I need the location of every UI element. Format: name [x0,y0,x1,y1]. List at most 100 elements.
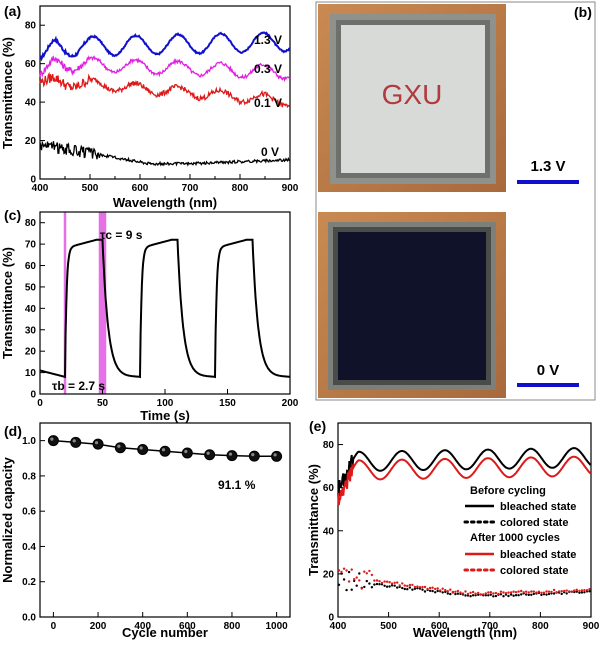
series-point-after-colored [545,590,548,593]
series-point-after-colored [373,579,376,582]
series-point-after-colored [383,580,386,583]
series-point-before-colored [487,594,490,597]
series-point-before-colored [514,594,518,597]
series-point-before-colored [401,586,404,590]
series-point-before-colored [378,583,381,586]
y-tick-label: 0.2 [22,577,36,588]
series-point-after-colored [471,590,475,594]
series-point-before-colored [565,592,568,595]
series-point-after-colored [398,584,401,587]
panel-d-y-ticks: 0.0 0.2 0.4 0.6 0.8 1.0 [22,436,45,624]
series-point-after-colored [522,591,525,594]
legend-after-colored: colored state [500,565,568,577]
x-tick-label: 900 [282,183,299,194]
panel-a-x-label: Wavelength (nm) [113,195,217,210]
capacity-point [181,447,193,459]
series-point-after-colored [580,589,584,592]
label-0v: 0 V [261,145,279,159]
series-point-after-colored [560,590,563,593]
capacity-point-highlight [72,439,76,443]
x-tick-label: 600 [132,183,149,194]
series-point-after-colored [378,580,381,583]
y-tick-label: 80 [25,21,37,32]
capacity-point [137,443,149,455]
series-point-after-colored [363,570,366,573]
series-point-before-colored [363,585,366,589]
capacity-point [204,449,216,461]
y-tick-label: 60 [25,59,37,70]
legend-after-title: After 1000 cycles [470,532,560,544]
colored-voltage-label: 0 V [537,362,560,379]
series-point-after-colored [396,581,399,584]
series-point-before-colored [509,593,513,596]
series-after-bleached [337,455,592,506]
series-point-after-colored [527,591,530,594]
series-point-before-colored [413,587,417,590]
series-point-before-colored [494,594,498,598]
y-tick-label: 0.8 [22,471,36,482]
series-point-after-colored [370,573,374,577]
series-point-after-colored [517,590,520,593]
series-point-after-colored [403,584,406,587]
series-point-before-colored [385,585,389,588]
series-point-after-colored [408,583,412,587]
series-point-after-colored [393,581,396,584]
series-point-before-colored [375,582,379,586]
legend-before-title: Before cycling [470,485,546,497]
series-point-after-colored [575,588,578,591]
series-point-before-colored [350,588,353,591]
series-point-after-colored [573,589,576,592]
x-tick-label: 500 [380,621,397,632]
panel-e-plot-frame [337,422,592,618]
series-point-before-colored [492,595,495,598]
series-point-after-colored [520,589,523,593]
x-tick-label: 900 [583,621,600,632]
series-point-after-colored [411,583,414,587]
series-point-after-colored [413,585,417,589]
y-tick-label: 80 [25,218,37,229]
series-point-after-colored [487,591,490,594]
series-point-after-colored [588,588,591,591]
series-point-after-colored [439,589,442,592]
panel-b: (b) GXU 1.3 V 0 V [315,1,596,401]
label-0-3v: 0.3 V [254,62,282,76]
series-point-before-colored [390,584,394,587]
panel-d-series [47,435,283,462]
bleached-glass [341,25,485,173]
series-point-before-colored [403,587,406,591]
series-point-after-colored [552,588,556,592]
series-point-after-colored [578,589,581,593]
series-point-after-colored [426,587,429,591]
series-point-after-colored [449,588,452,591]
panel-c-y-label: Transmittance (%) [0,247,15,359]
series-point-after-colored [337,569,341,572]
series-point-before-colored [441,591,444,594]
series-point-before-colored [365,579,368,583]
panel-e-legend: Before cycling bleached state colored st… [463,485,576,577]
series-point-before-colored [512,594,515,597]
series-point-before-colored [411,588,414,591]
series-point-after-colored [355,576,358,579]
x-tick-label: 800 [532,621,549,632]
series-point-after-colored [388,581,391,584]
series-point-after-colored [464,590,467,593]
series-point-before-colored [355,584,358,587]
y-tick-label: 50 [25,282,37,293]
tau-band [98,212,107,394]
x-tick-label: 200 [90,621,107,632]
capacity-point [114,442,126,454]
x-tick-label: 0 [37,398,43,409]
series-point-after-colored [497,592,500,596]
series-point-after-colored [418,586,422,589]
panel-e-series [337,447,592,598]
capacity-point [47,435,59,447]
x-tick-label: 700 [182,183,199,194]
x-tick-label: 150 [219,398,236,409]
y-tick-label: 60 [323,483,335,494]
series-point-after-colored [365,572,368,575]
series-line-0-v [39,140,291,167]
gxu-text: GXU [382,79,443,110]
series-point-after-colored [459,591,462,594]
panel-a-x-ticks: 400 500 600 700 800 900 [32,174,299,194]
panel-e-x-label: Wavelength (nm) [413,625,517,640]
